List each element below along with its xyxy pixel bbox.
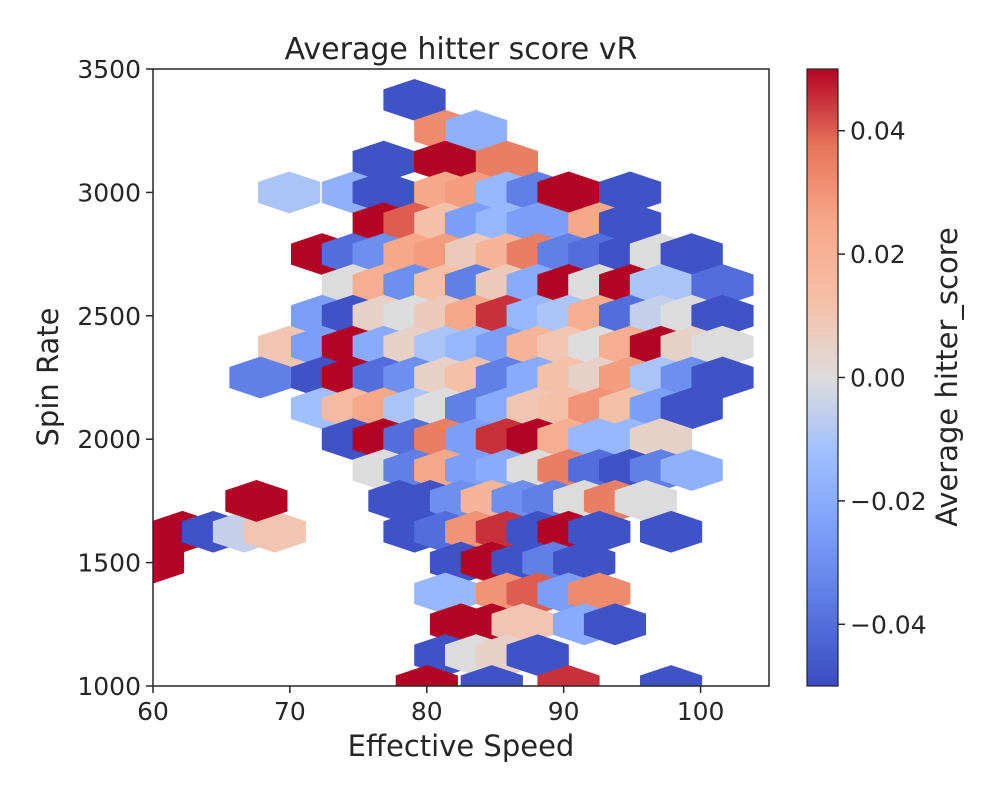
y-tick-label: 2000 — [77, 425, 141, 454]
plot-frame — [152, 68, 770, 687]
hex-cell — [537, 665, 600, 686]
x-axis-label: Effective Speed — [348, 729, 575, 763]
y-tick-label: 1500 — [77, 549, 141, 578]
y-axis-ticks: 1000 1500 2000 2500 3000 3500 — [77, 55, 153, 701]
colorbar-tick-label: −0.04 — [850, 610, 927, 639]
y-tick-label: 3500 — [77, 55, 141, 84]
hex-cell — [258, 171, 321, 214]
y-tick-label: 3000 — [77, 178, 141, 207]
hex-cell — [460, 665, 523, 686]
y-axis-label: Spin Rate — [31, 308, 65, 447]
colorbar-tick-label: 0.02 — [850, 240, 906, 269]
x-tick-label: 80 — [411, 697, 443, 726]
x-tick-label: 70 — [274, 697, 306, 726]
colorbar-ticks: 0.04 0.02 0.00 −0.02 −0.04 — [838, 117, 927, 639]
hex-cell — [225, 479, 288, 522]
colorbar-tick-label: 0.04 — [850, 117, 906, 146]
hex-cell — [395, 665, 458, 686]
y-tick-label: 2500 — [77, 302, 141, 331]
x-tick-label: 90 — [548, 697, 580, 726]
hex-cells — [153, 78, 754, 686]
chart-title: Average hitter score vR — [285, 32, 638, 67]
hex-cell — [660, 449, 723, 491]
colorbar-tick-label: −0.02 — [850, 487, 927, 516]
hex-cell — [583, 603, 647, 646]
hex-cell — [639, 510, 703, 553]
y-tick-label: 1000 — [77, 672, 141, 701]
colorbar-label: Average hitter_score — [930, 227, 964, 527]
x-tick-label: 100 — [677, 697, 725, 726]
x-axis-ticks: 60 70 80 90 100 — [137, 686, 724, 726]
hex-cell — [243, 510, 306, 553]
hex-cell — [153, 541, 185, 584]
hex-cell — [639, 665, 703, 686]
x-tick-label: 60 — [137, 697, 169, 726]
colorbar-tick-label: 0.00 — [850, 364, 906, 393]
colorbar — [806, 68, 839, 687]
